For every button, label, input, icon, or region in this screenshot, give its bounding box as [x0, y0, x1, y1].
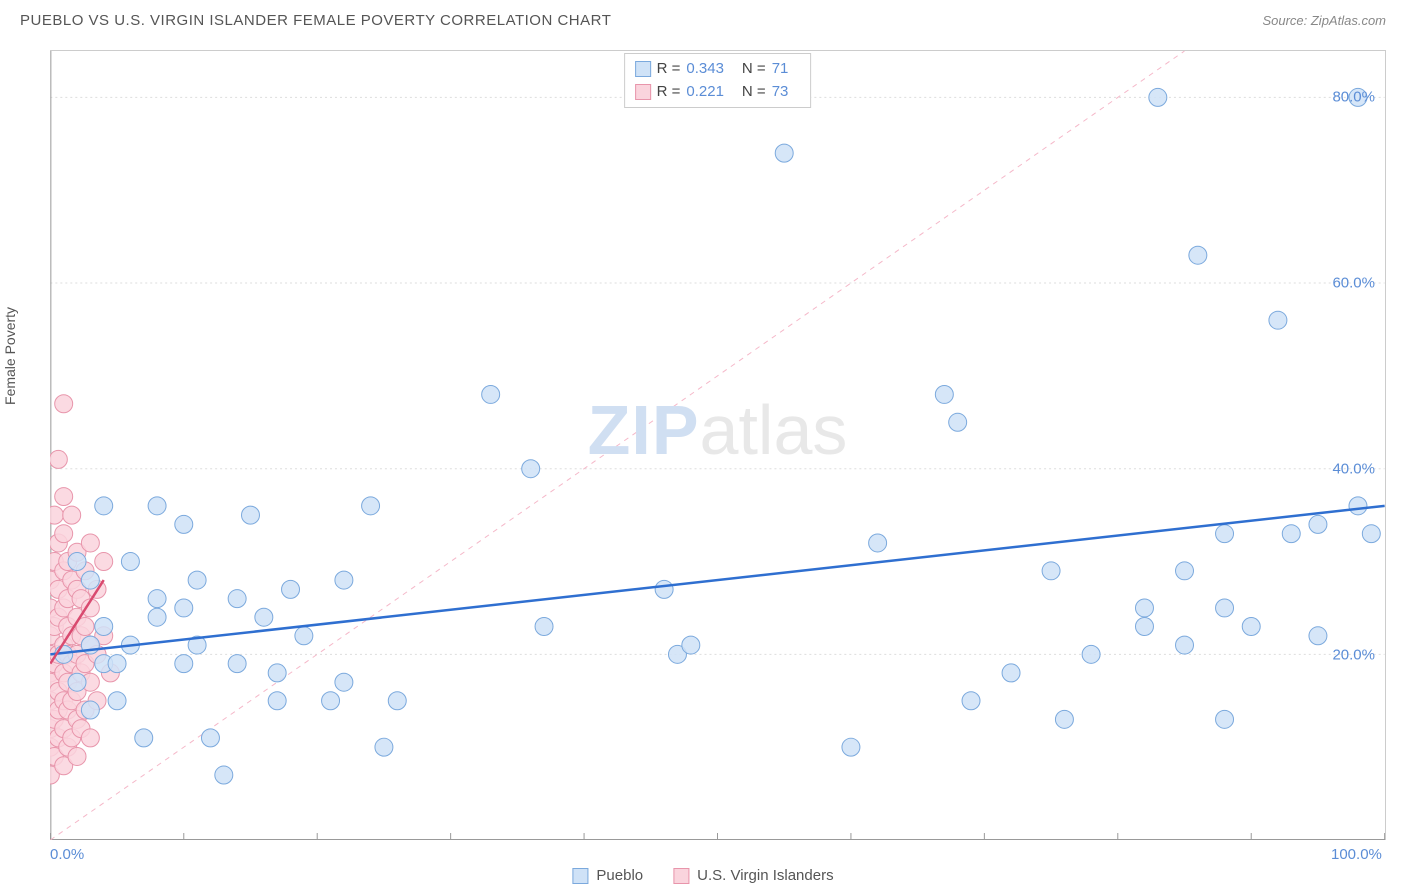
- n-value-usvi: 73: [772, 81, 789, 104]
- legend-swatch-pueblo: [572, 868, 588, 884]
- source-attribution: Source: ZipAtlas.com: [1262, 13, 1386, 28]
- bottom-legend: Pueblo U.S. Virgin Islanders: [572, 867, 833, 884]
- r-label: R =: [657, 81, 681, 104]
- stats-row-usvi: R = 0.221 N = 73: [635, 81, 801, 104]
- legend-item-usvi: U.S. Virgin Islanders: [673, 867, 833, 884]
- legend-label-usvi: U.S. Virgin Islanders: [697, 867, 833, 884]
- n-label: N =: [742, 58, 766, 81]
- legend-swatch-usvi: [673, 868, 689, 884]
- legend-item-pueblo: Pueblo: [572, 867, 643, 884]
- legend-label-pueblo: Pueblo: [596, 867, 643, 884]
- y-axis-label: Female Poverty: [2, 307, 18, 405]
- chart-title: PUEBLO VS U.S. VIRGIN ISLANDER FEMALE PO…: [20, 12, 611, 29]
- y-tick-label: 40.0%: [1332, 461, 1375, 478]
- swatch-usvi: [635, 84, 651, 100]
- n-label: N =: [742, 81, 766, 104]
- x-tick-label: 0.0%: [50, 846, 84, 863]
- swatch-pueblo: [635, 61, 651, 77]
- chart-header: PUEBLO VS U.S. VIRGIN ISLANDER FEMALE PO…: [0, 0, 1406, 37]
- r-value-pueblo: 0.343: [686, 58, 724, 81]
- scatter-plot-svg: [50, 51, 1385, 840]
- y-tick-label: 80.0%: [1332, 89, 1375, 106]
- correlation-stats-box: R = 0.343 N = 71 R = 0.221 N = 73: [624, 53, 812, 108]
- stats-row-pueblo: R = 0.343 N = 71: [635, 58, 801, 81]
- plot-area: ZIPatlas R = 0.343 N = 71 R = 0.221 N = …: [50, 50, 1386, 840]
- r-value-usvi: 0.221: [686, 81, 724, 104]
- y-tick-label: 20.0%: [1332, 647, 1375, 664]
- n-value-pueblo: 71: [772, 58, 789, 81]
- chart-container: PUEBLO VS U.S. VIRGIN ISLANDER FEMALE PO…: [0, 0, 1406, 892]
- r-label: R =: [657, 58, 681, 81]
- y-tick-label: 60.0%: [1332, 275, 1375, 292]
- x-tick-label: 100.0%: [1331, 846, 1382, 863]
